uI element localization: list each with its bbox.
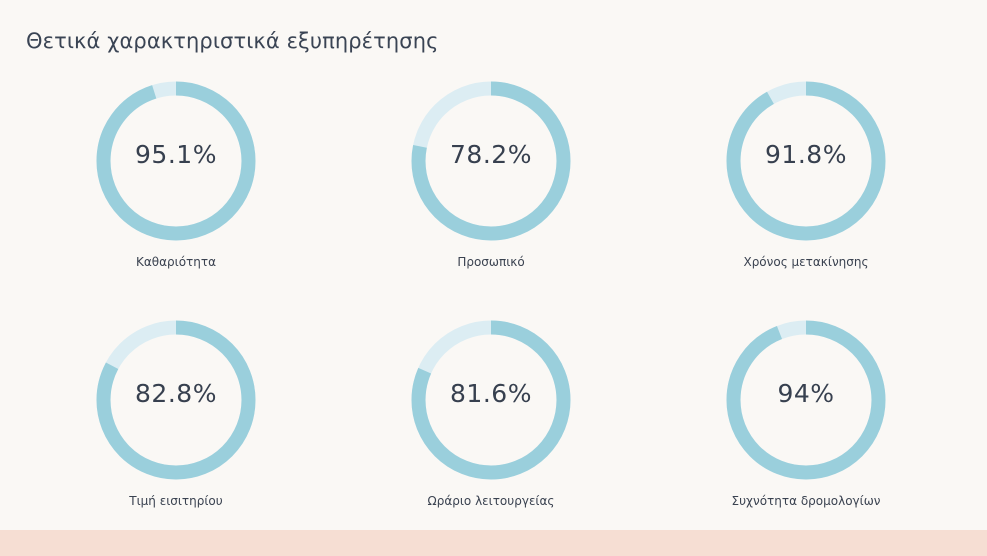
gauge-syxnotita-dromologion: 94% Συχνότητα δρομολογίων: [706, 320, 906, 520]
gauge-value: 81.6%: [450, 379, 532, 408]
gauge-label: Ωράριο λειτουργείας: [427, 494, 555, 508]
donut-ring: [411, 81, 571, 241]
page-title: Θετικά χαρακτηριστικά εξυπηρέτησης: [26, 29, 439, 53]
donut-ring: [96, 81, 256, 241]
donut-value-arc: [411, 320, 571, 480]
donut-ring: [96, 320, 256, 480]
gauge-value: 78.2%: [450, 140, 532, 169]
donut-value-arc: [726, 320, 886, 480]
gauge-prosopiko: 78.2% Προσωπικό: [391, 81, 591, 281]
gauge-kathariotita: 95.1% Καθαριότητα: [76, 81, 276, 281]
donut-ring: [726, 320, 886, 480]
donut-ring: [726, 81, 886, 241]
gauge-value: 82.8%: [135, 379, 217, 408]
donut-value-arc: [726, 81, 886, 241]
gauge-label: Συχνότητα δρομολογίων: [731, 494, 881, 508]
donut-value-arc: [96, 81, 256, 241]
gauge-label: Καθαριότητα: [135, 255, 216, 269]
gauge-label: Προσωπικό: [457, 255, 525, 269]
gauge-value: 91.8%: [765, 140, 847, 169]
footer-band: [0, 530, 987, 556]
gauge-orario-leitourgeias: 81.6% Ωράριο λειτουργείας: [391, 320, 591, 520]
donut-value-arc: [96, 320, 256, 480]
gauge-value: 95.1%: [135, 140, 217, 169]
donut-value-arc: [411, 81, 571, 241]
gauge-xronos-metakinisis: 91.8% Χρόνος μετακίνησης: [706, 81, 906, 281]
gauge-label: Τιμή εισιτηρίου: [129, 494, 223, 508]
gauge-value: 94%: [777, 379, 835, 408]
gauge-timi-eisitiriou: 82.8% Τιμή εισιτηρίου: [76, 320, 276, 520]
donut-ring: [411, 320, 571, 480]
gauge-grid: 95.1% Καθαριότητα 78.2% Προσωπικό 91.8% …: [76, 81, 906, 520]
gauge-label: Χρόνος μετακίνησης: [743, 255, 869, 269]
